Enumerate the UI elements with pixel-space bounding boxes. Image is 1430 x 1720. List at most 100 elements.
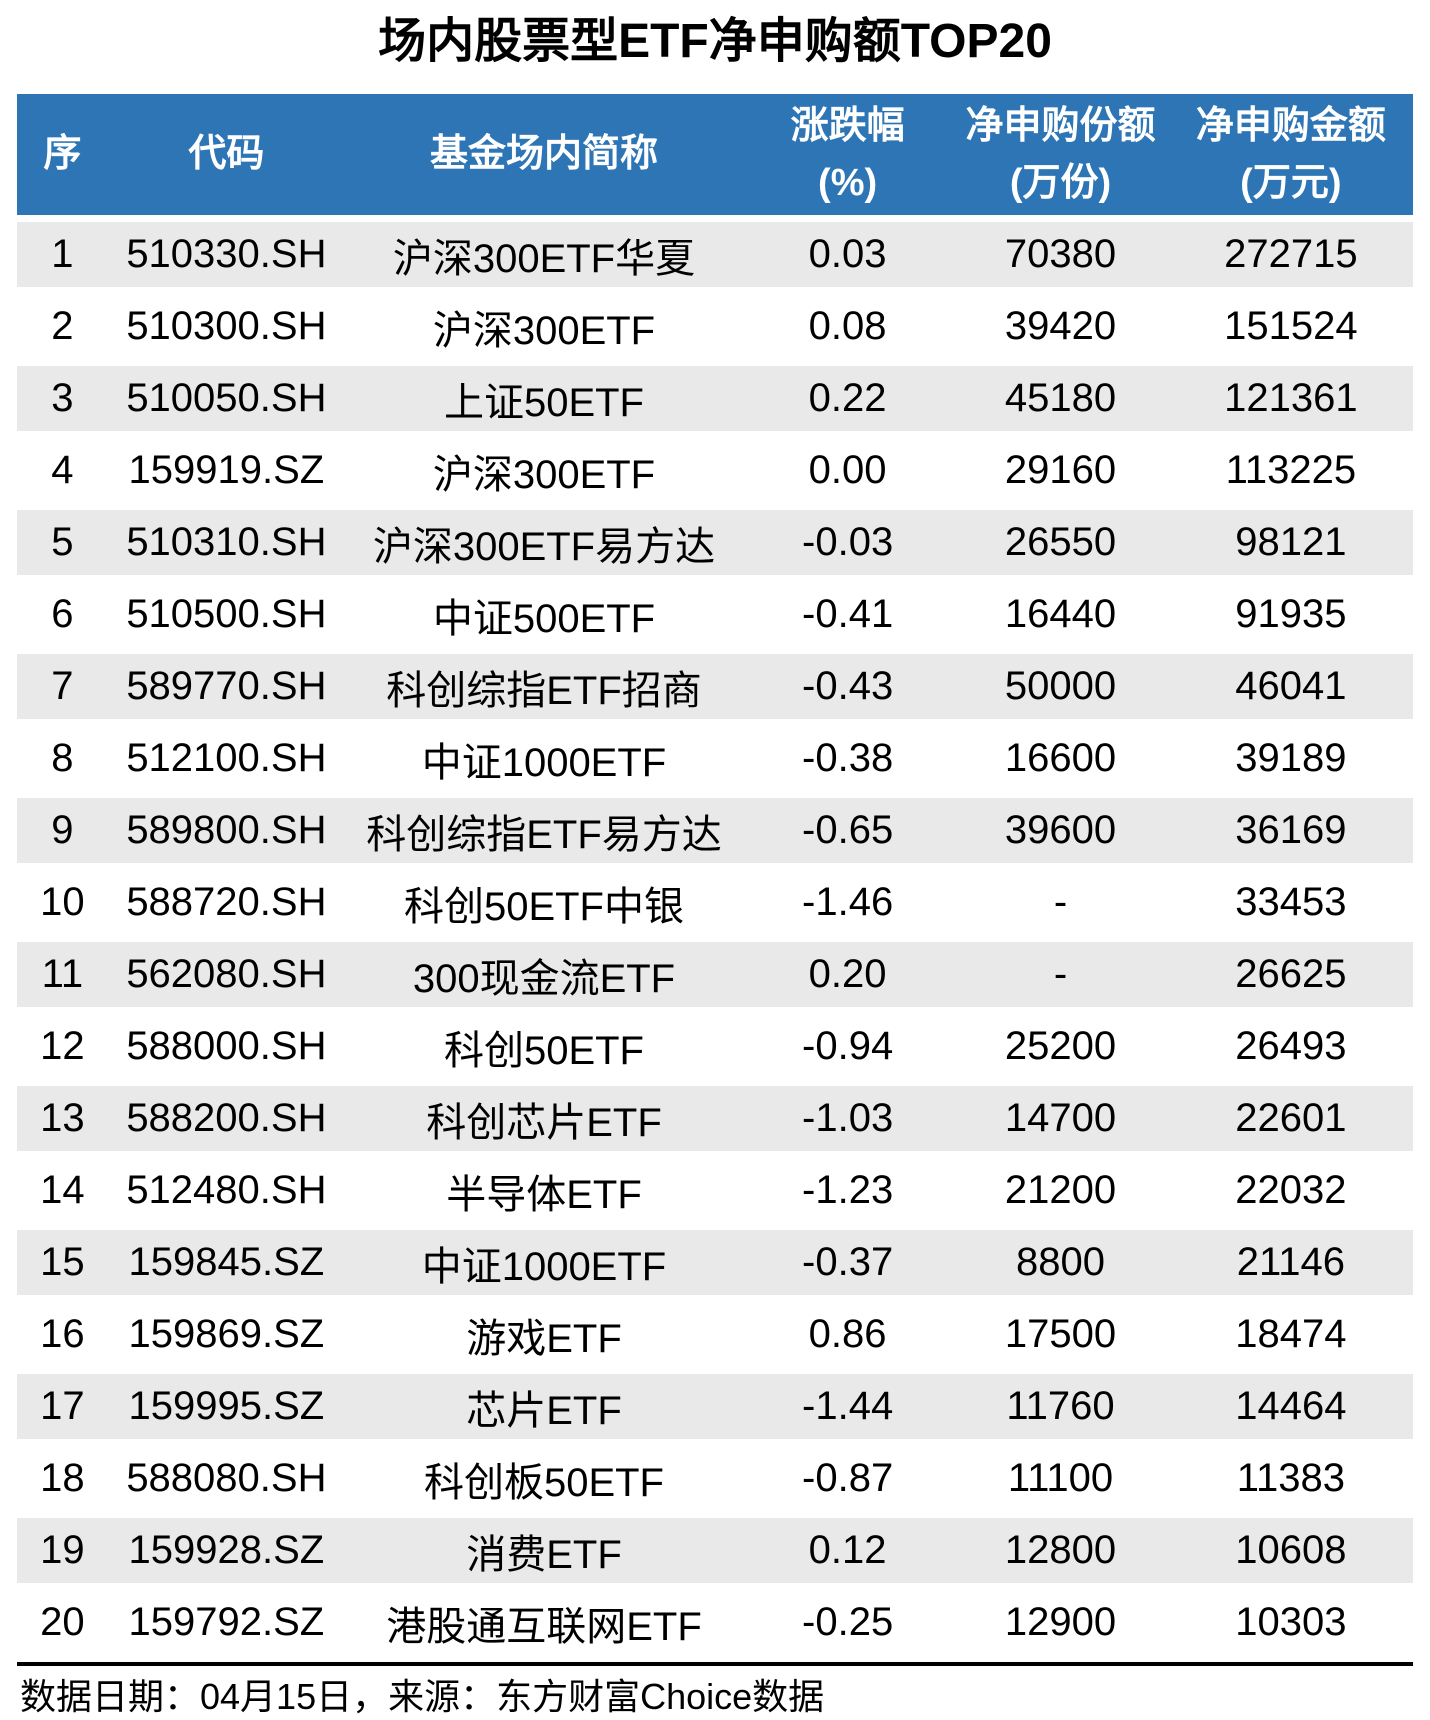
rank-cell: 14: [17, 1158, 108, 1230]
change-pct-cell: -1.46: [742, 870, 953, 942]
code-cell: 589770.SH: [107, 654, 346, 726]
fund-name-cell: 中证500ETF: [345, 582, 743, 654]
table-row: 18 588080.SH 科创板50ETF -0.87 11100 11383: [17, 1446, 1413, 1518]
table-row: 20 159792.SZ 港股通互联网ETF -0.25 12900 10303: [17, 1590, 1413, 1662]
net-subscription-shares-cell: -: [952, 870, 1169, 942]
net-subscription-shares-cell: 11100: [952, 1446, 1169, 1518]
table-row: 2 510300.SH 沪深300ETF 0.08 39420 151524: [17, 294, 1413, 366]
header-line1: 代码: [188, 133, 265, 175]
rank-cell: 18: [17, 1446, 108, 1518]
header-line2: (%): [818, 161, 878, 204]
change-pct-cell: 0.00: [742, 438, 953, 510]
net-subscription-amount-cell: 14464: [1168, 1374, 1413, 1446]
rank-cell: 7: [17, 654, 108, 726]
table-row: 4 159919.SZ 沪深300ETF 0.00 29160 113225: [17, 438, 1413, 510]
net-subscription-shares-cell: 70380: [952, 222, 1169, 294]
table-row: 9 589800.SH 科创综指ETF易方达 -0.65 39600 36169: [17, 798, 1413, 870]
fund-name-cell: 沪深300ETF: [345, 294, 743, 366]
net-subscription-amount-cell: 39189: [1168, 726, 1413, 798]
net-subscription-amount-cell: 22032: [1168, 1158, 1413, 1230]
change-pct-cell: 0.12: [742, 1518, 953, 1590]
table-row: 15 159845.SZ 中证1000ETF -0.37 8800 21146: [17, 1230, 1413, 1302]
code-cell: 159919.SZ: [107, 438, 346, 510]
fund-name-cell: 上证50ETF: [345, 366, 743, 438]
code-cell: 588720.SH: [107, 870, 346, 942]
rank-cell: 3: [17, 366, 108, 438]
code-cell: 588000.SH: [107, 1014, 346, 1086]
fund-name-cell: 科创芯片ETF: [345, 1086, 743, 1158]
net-subscription-shares-cell: 16600: [952, 726, 1169, 798]
net-subscription-amount-cell: 36169: [1168, 798, 1413, 870]
net-subscription-amount-cell: 18474: [1168, 1302, 1413, 1374]
change-pct-cell: -0.41: [742, 582, 953, 654]
table-header: 序 代码 基金场内简称 涨跌幅 (%) 净申购份额 (万份): [17, 94, 1413, 222]
net-subscription-amount-cell: 26493: [1168, 1014, 1413, 1086]
etf-top20-table: 序 代码 基金场内简称 涨跌幅 (%) 净申购份额 (万份): [17, 94, 1413, 1662]
fund-name-cell: 科创综指ETF易方达: [345, 798, 743, 870]
code-cell: 510050.SH: [107, 366, 346, 438]
rank-cell: 19: [17, 1518, 108, 1590]
net-subscription-amount-cell: 10608: [1168, 1518, 1413, 1590]
net-subscription-shares-cell: 16440: [952, 582, 1169, 654]
code-cell: 588200.SH: [107, 1086, 346, 1158]
fund-name-cell: 芯片ETF: [345, 1374, 743, 1446]
change-pct-cell: -0.25: [742, 1590, 953, 1662]
fund-name-cell: 科创板50ETF: [345, 1446, 743, 1518]
table-row: 10 588720.SH 科创50ETF中银 -1.46-33453: [17, 870, 1413, 942]
rank-cell: 11: [17, 942, 108, 1014]
net-subscription-shares-cell: 17500: [952, 1302, 1169, 1374]
rank-cell: 13: [17, 1086, 108, 1158]
net-subscription-amount-cell: 46041: [1168, 654, 1413, 726]
rank-cell: 20: [17, 1590, 108, 1662]
table-row: 16 159869.SZ 游戏ETF 0.86 17500 18474: [17, 1302, 1413, 1374]
change-pct-cell: -0.43: [742, 654, 953, 726]
fund-name-cell: 沪深300ETF易方达: [345, 510, 743, 582]
change-pct-cell: -1.03: [742, 1086, 953, 1158]
table-row: 6 510500.SH 中证500ETF -0.41 16440 91935: [17, 582, 1413, 654]
change-pct-cell: -0.87: [742, 1446, 953, 1518]
net-subscription-amount-cell: 121361: [1168, 366, 1413, 438]
fund-name-cell: 300现金流ETF: [345, 942, 743, 1014]
col-header-code: 代码: [107, 94, 346, 222]
table-row: 11 562080.SH 300现金流ETF 0.20-26625: [17, 942, 1413, 1014]
rank-cell: 2: [17, 294, 108, 366]
change-pct-cell: -0.94: [742, 1014, 953, 1086]
rank-cell: 16: [17, 1302, 108, 1374]
fund-name-cell: 中证1000ETF: [345, 1230, 743, 1302]
footer-divider: [17, 1662, 1413, 1666]
col-header-net-subscription-shares: 净申购份额 (万份): [952, 94, 1169, 222]
col-header-rank: 序: [17, 94, 108, 222]
net-subscription-amount-cell: 98121: [1168, 510, 1413, 582]
net-subscription-shares-cell: 50000: [952, 654, 1169, 726]
col-header-change-pct: 涨跌幅 (%): [742, 94, 953, 222]
net-subscription-shares-cell: 39600: [952, 798, 1169, 870]
col-header-fund-name: 基金场内简称: [345, 94, 743, 222]
net-subscription-shares-cell: 11760: [952, 1374, 1169, 1446]
rank-cell: 6: [17, 582, 108, 654]
code-cell: 159928.SZ: [107, 1518, 346, 1590]
change-pct-cell: -0.38: [742, 726, 953, 798]
table-row: 13 588200.SH 科创芯片ETF -1.03 14700 22601: [17, 1086, 1413, 1158]
code-cell: 510310.SH: [107, 510, 346, 582]
header-line1: 净申购金额: [1195, 104, 1386, 147]
net-subscription-shares-cell: 12900: [952, 1590, 1169, 1662]
change-pct-cell: -0.03: [742, 510, 953, 582]
net-subscription-amount-cell: 33453: [1168, 870, 1413, 942]
fund-name-cell: 沪深300ETF华夏: [345, 222, 743, 294]
col-header-net-subscription-amount: 净申购金额 (万元): [1168, 94, 1413, 222]
net-subscription-amount-cell: 11383: [1168, 1446, 1413, 1518]
net-subscription-shares-cell: 29160: [952, 438, 1169, 510]
table-row: 17 159995.SZ 芯片ETF -1.44 11760 14464: [17, 1374, 1413, 1446]
net-subscription-amount-cell: 10303: [1168, 1590, 1413, 1662]
change-pct-cell: 0.22: [742, 366, 953, 438]
header-line2: (万元): [1240, 161, 1342, 204]
code-cell: 588080.SH: [107, 1446, 346, 1518]
table-body: 1 510330.SH 沪深300ETF华夏 0.03 70380 272715 2 5103…: [17, 222, 1413, 1662]
header-line1: 涨跌幅: [790, 104, 905, 147]
net-subscription-shares-cell: 12800: [952, 1518, 1169, 1590]
change-pct-cell: -0.37: [742, 1230, 953, 1302]
header-line1: 净申购份额: [965, 104, 1156, 147]
net-subscription-shares-cell: 8800: [952, 1230, 1169, 1302]
code-cell: 589800.SH: [107, 798, 346, 870]
